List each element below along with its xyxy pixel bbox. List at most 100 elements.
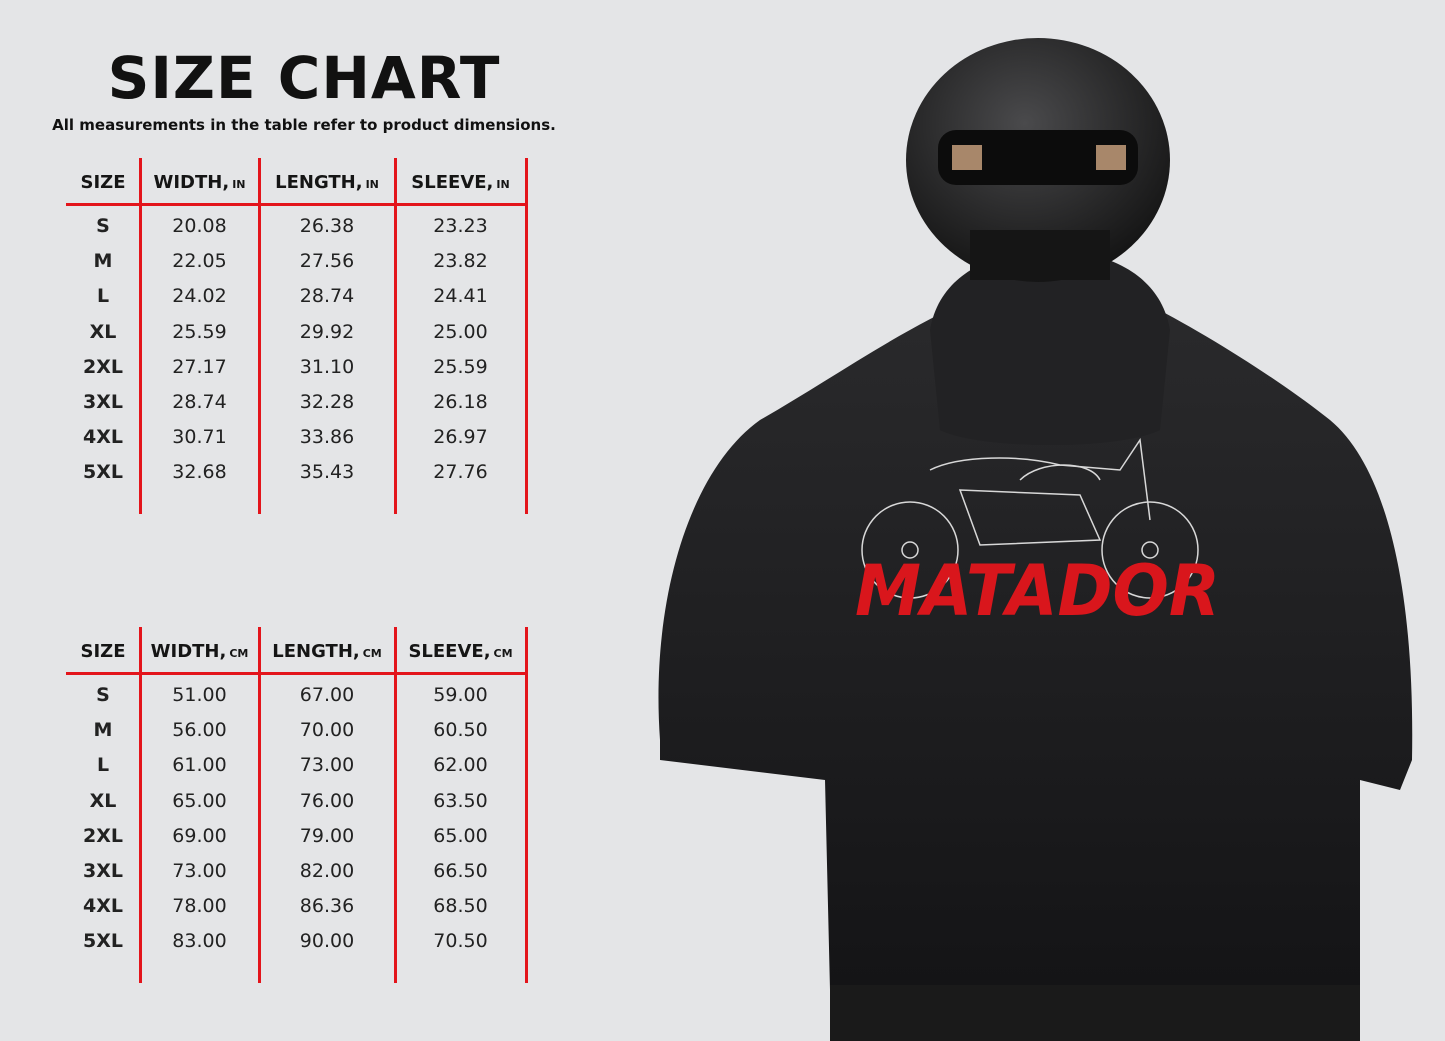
column-header-label: SIZE bbox=[80, 172, 126, 193]
measurement-cell: 65.00 bbox=[433, 824, 488, 847]
size-label: 3XL bbox=[83, 391, 123, 413]
measurement-cell: 23.82 bbox=[433, 250, 488, 273]
column-divider bbox=[139, 158, 142, 514]
size-label: S bbox=[96, 684, 110, 706]
size-label: 4XL bbox=[83, 426, 123, 449]
column-header-unit: IN bbox=[365, 178, 379, 191]
size-label: L bbox=[96, 285, 110, 308]
column-header: SIZE bbox=[66, 172, 140, 193]
measurement-cell: 24.41 bbox=[433, 285, 488, 308]
measurement-cell: 83.00 bbox=[172, 930, 227, 953]
column-divider bbox=[139, 627, 142, 983]
measurement-cell: 59.00 bbox=[433, 684, 488, 706]
size-label: XL bbox=[89, 789, 117, 812]
measurement-cell: 26.97 bbox=[433, 426, 488, 449]
product-photo-hoodie: MATADOR bbox=[658, 38, 1413, 1041]
column-divider bbox=[394, 627, 397, 983]
column-header: WIDTH, IN bbox=[140, 172, 259, 193]
measurement-cell: 63.50 bbox=[433, 789, 488, 812]
measurement-cell: 78.00 bbox=[172, 895, 227, 918]
measurement-cell: 82.00 bbox=[299, 860, 355, 882]
measurement-cell: 70.50 bbox=[433, 930, 488, 953]
measurement-cell: 62.00 bbox=[433, 754, 488, 777]
size-label: 3XL bbox=[83, 860, 123, 882]
measurement-cell: 31.10 bbox=[299, 355, 355, 378]
size-label: M bbox=[93, 250, 113, 273]
measurement-cell: 29.92 bbox=[299, 320, 355, 343]
measurement-cell: 56.00 bbox=[172, 719, 227, 742]
measurement-cell: 73.00 bbox=[299, 754, 355, 777]
size-table-cm: SIZE WIDTH, CM LENGTH, CM SLEEVE, CM S 51.00 67.0… bbox=[66, 627, 528, 983]
page-subtitle: All measurements in the table refer to p… bbox=[52, 116, 556, 134]
measurement-cell: 25.59 bbox=[433, 355, 488, 378]
size-label: S bbox=[96, 215, 110, 237]
measurement-cell: 90.00 bbox=[299, 930, 355, 953]
measurement-cell: 28.74 bbox=[299, 285, 355, 308]
measurement-cell: 32.68 bbox=[172, 461, 227, 484]
column-header-label: WIDTH, bbox=[153, 172, 230, 193]
measurement-cell: 26.38 bbox=[299, 215, 355, 237]
column-divider bbox=[258, 158, 261, 514]
column-header-label: LENGTH, bbox=[275, 172, 363, 193]
measurement-cell: 28.74 bbox=[172, 391, 227, 413]
column-header-label: SLEEVE, bbox=[408, 641, 491, 662]
column-header-unit: CM bbox=[493, 647, 513, 660]
column-header: SLEEVE, CM bbox=[395, 641, 526, 662]
size-label: 5XL bbox=[83, 461, 123, 484]
measurement-cell: 67.00 bbox=[299, 684, 355, 706]
motorcycle-graphic bbox=[861, 437, 1199, 599]
column-header-label: SLEEVE, bbox=[411, 172, 494, 193]
measurement-cell: 65.00 bbox=[172, 789, 227, 812]
measurement-cell: 33.86 bbox=[299, 426, 355, 449]
measurement-cell: 60.50 bbox=[433, 719, 488, 742]
column-divider bbox=[258, 627, 261, 983]
measurement-cell: 66.50 bbox=[433, 860, 488, 882]
header-divider bbox=[66, 203, 528, 206]
page-title: SIZE CHART bbox=[107, 44, 501, 112]
measurement-cell: 69.00 bbox=[172, 824, 227, 847]
measurement-cell: 22.05 bbox=[172, 250, 227, 273]
measurement-cell: 23.23 bbox=[433, 215, 488, 237]
matador-logo: MATADOR bbox=[855, 550, 1220, 632]
column-header: SIZE bbox=[66, 641, 140, 662]
size-label: 2XL bbox=[83, 355, 123, 378]
measurement-cell: 27.76 bbox=[433, 461, 488, 484]
measurement-cell: 70.00 bbox=[299, 719, 355, 742]
measurement-cell: 73.00 bbox=[172, 860, 227, 882]
column-header-label: SIZE bbox=[80, 641, 126, 662]
measurement-cell: 76.00 bbox=[299, 789, 355, 812]
header-divider bbox=[66, 672, 528, 675]
measurement-cell: 27.17 bbox=[172, 355, 227, 378]
column-header: LENGTH, IN bbox=[259, 172, 395, 193]
size-label: 4XL bbox=[83, 895, 123, 918]
column-divider bbox=[525, 158, 528, 514]
column-header: LENGTH, CM bbox=[259, 641, 395, 662]
measurement-cell: 30.71 bbox=[172, 426, 227, 449]
measurement-cell: 25.00 bbox=[433, 320, 488, 343]
size-label: 2XL bbox=[83, 824, 123, 847]
measurement-cell: 32.28 bbox=[299, 391, 355, 413]
column-header-label: LENGTH, bbox=[272, 641, 360, 662]
column-header: WIDTH, CM bbox=[140, 641, 259, 662]
measurement-cell: 25.59 bbox=[172, 320, 227, 343]
column-header-unit: IN bbox=[496, 178, 510, 191]
measurement-cell: 79.00 bbox=[299, 824, 355, 847]
column-divider bbox=[525, 627, 528, 983]
size-label: L bbox=[96, 754, 110, 777]
column-divider bbox=[394, 158, 397, 514]
measurement-cell: 61.00 bbox=[172, 754, 227, 777]
measurement-cell: 27.56 bbox=[299, 250, 355, 273]
hoodie-hood bbox=[930, 250, 1170, 445]
column-header-unit: CM bbox=[362, 647, 382, 660]
measurement-cell: 20.08 bbox=[172, 215, 227, 237]
measurement-cell: 24.02 bbox=[172, 285, 227, 308]
hoodie-body bbox=[658, 300, 1413, 990]
size-table-inches: SIZE WIDTH, IN LENGTH, IN SLEEVE, IN S 20.08 26.3… bbox=[66, 158, 528, 514]
column-header-label: WIDTH, bbox=[150, 641, 227, 662]
measurement-cell: 26.18 bbox=[433, 391, 488, 413]
measurement-cell: 51.00 bbox=[172, 684, 227, 706]
size-label: XL bbox=[89, 320, 117, 343]
size-label: M bbox=[93, 719, 113, 742]
measurement-cell: 86.36 bbox=[299, 895, 355, 918]
measurement-cell: 68.50 bbox=[433, 895, 488, 918]
